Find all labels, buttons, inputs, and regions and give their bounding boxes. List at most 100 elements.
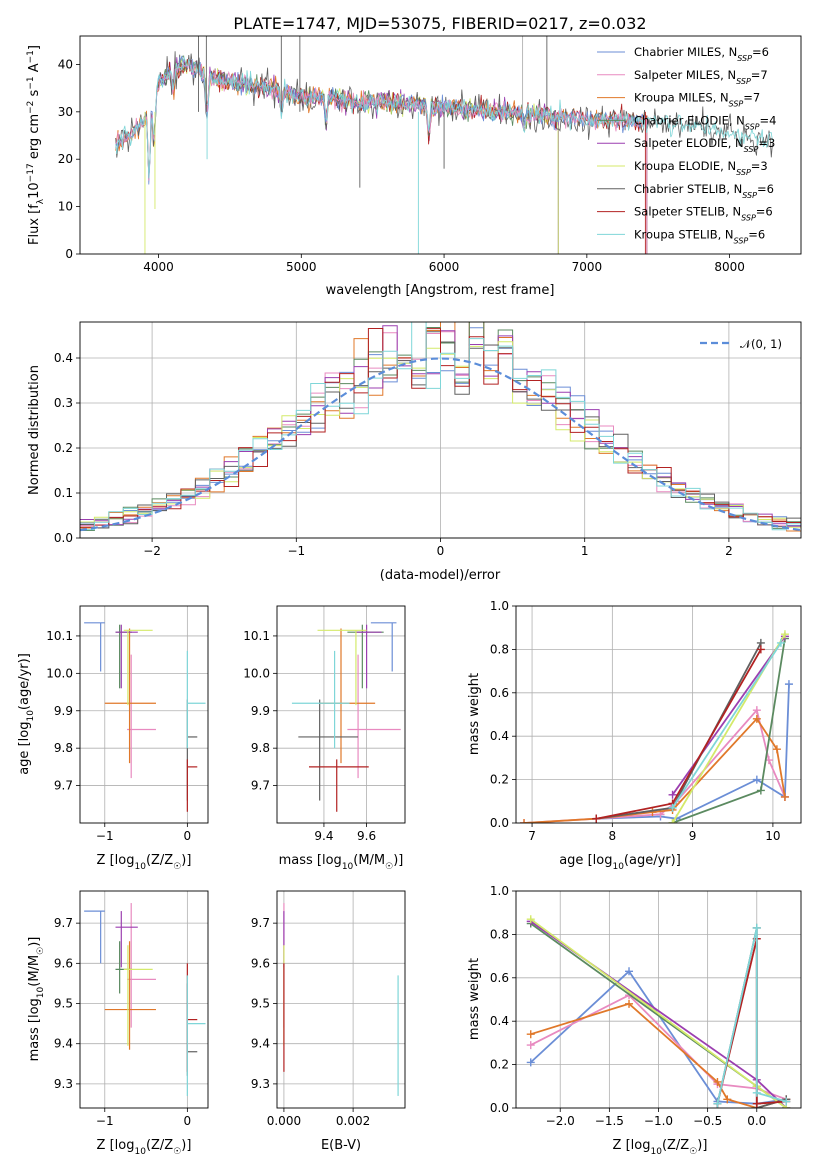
y-axis-label: mass [log10(M/M☉)] [27, 937, 46, 1062]
axes-frame [276, 605, 406, 824]
plot-area [80, 322, 801, 532]
y-tick-label: 0.6 [490, 686, 509, 700]
weight-marker [625, 999, 634, 1008]
weight-marker [723, 1095, 732, 1104]
weight-marker [526, 1058, 535, 1067]
x-axis-label: Z [log10(Z/Z☉)] [613, 1138, 708, 1157]
y-tick-label: 0.4 [490, 729, 509, 743]
x-tick-label: 0.002 [336, 1114, 370, 1128]
y-tick-label: 30 [58, 105, 73, 119]
x-tick-label: −1.5 [595, 1114, 624, 1128]
y-axis-label: age [log10(age/yr)] [17, 653, 36, 775]
x-tick-label: 0 [184, 829, 192, 843]
x-tick-label: 1 [581, 544, 589, 558]
weight-marker [668, 790, 677, 799]
y-tick-label: 1.0 [490, 599, 509, 613]
x-tick-label: 0 [437, 544, 445, 558]
y-tick-label: 9.9 [251, 704, 270, 718]
figure-title: PLATE=1747, MJD=53075, FIBERID=0217, z=0… [233, 14, 646, 33]
plot-area [283, 903, 399, 1096]
x-tick-label: 0.0 [747, 1114, 766, 1128]
x-tick-label: 2 [725, 544, 733, 558]
plot-area [526, 915, 791, 1108]
axes-frame [276, 890, 406, 1109]
y-axis-label: mass weight [467, 958, 482, 1040]
weight-marker [526, 915, 535, 924]
x-tick-label: 8000 [714, 260, 745, 274]
y-tick-label: 0 [65, 247, 73, 261]
y-tick-label: 0.0 [54, 531, 73, 545]
y-tick-label: 10 [58, 200, 73, 214]
y-tick-label: 9.7 [251, 779, 270, 793]
plot-area [520, 630, 793, 823]
x-axis-label: age [log10(age/yr)] [559, 853, 681, 872]
y-axis-label: Flux [fλ10−17 erg cm−2 s−1 A−1] [26, 45, 46, 245]
weight-marker [625, 967, 634, 976]
y-tick-label: 9.4 [54, 1037, 73, 1051]
y-tick-label: 10.1 [46, 629, 73, 643]
weight-marker [526, 1041, 535, 1050]
y-tick-label: 9.4 [251, 1037, 270, 1051]
legend-label: Chabrier STELIB, NSSP=6 [634, 182, 774, 200]
panel-mass_vs_Z: −1 0 9.3 9.4 9.5 9.6 9.7 Z [log10(Z/Z☉)] mass [l… [27, 890, 209, 1157]
weight-marker [782, 1097, 791, 1106]
panel-weight_vs_age: 7 8 9 10 0.0 0.2 0.4 0.6 0.8 1.0 age [log10(age/yr… [467, 599, 802, 872]
x-tick-label: 9.6 [357, 829, 376, 843]
legend-label: Salpeter STELIB, NSSP=6 [634, 205, 773, 223]
y-tick-label: 10.1 [243, 629, 270, 643]
weight-marker [784, 680, 793, 689]
weight-line [716, 927, 787, 1104]
legend-label: Salpeter ELODIE, NSSP=3 [634, 136, 775, 154]
x-axis-label: Z [log10(Z/Z☉)] [97, 853, 192, 872]
weight-marker [648, 808, 657, 817]
axes-frame [79, 890, 209, 1109]
weight-marker [713, 1099, 722, 1108]
weight-marker [752, 1099, 761, 1108]
x-tick-label: −1 [287, 544, 305, 558]
histogram-series [80, 328, 801, 528]
y-tick-label: 9.5 [251, 997, 270, 1011]
x-axis-label: wavelength [Angstrom, rest frame] [326, 283, 555, 298]
weight-marker [780, 630, 789, 639]
y-tick-label: 0.8 [490, 642, 509, 656]
x-tick-label: 9.4 [314, 829, 333, 843]
y-axis-label: mass weight [467, 673, 482, 755]
x-tick-label: 8 [609, 829, 617, 843]
x-tick-label: −1 [96, 829, 114, 843]
y-tick-label: 9.6 [251, 956, 270, 970]
x-tick-label: −0.5 [693, 1114, 722, 1128]
weight-marker [713, 1077, 722, 1086]
plot-area [84, 622, 206, 812]
plot-area [291, 622, 401, 812]
y-tick-label: 0.0 [490, 1101, 509, 1115]
x-axis-label: mass [log10(M/M☉)] [279, 853, 404, 872]
plot-area [84, 903, 206, 1096]
weight-line [671, 642, 782, 809]
weight-marker [752, 775, 761, 784]
weight-marker [668, 819, 677, 823]
y-tick-label: 0.4 [54, 351, 73, 365]
x-tick-label: −1.0 [644, 1114, 673, 1128]
legend-label: Salpeter MILES, NSSP=7 [634, 68, 768, 86]
weight-marker [780, 792, 789, 801]
y-tick-label: 9.3 [54, 1077, 73, 1091]
weight-marker [752, 706, 761, 715]
y-tick-label: 0.4 [490, 1014, 509, 1028]
x-tick-label: −2.0 [546, 1114, 575, 1128]
y-axis-label: Normed distribution [27, 365, 42, 495]
x-tick-label: 0 [184, 1114, 192, 1128]
y-tick-label: 9.8 [251, 741, 270, 755]
weight-line [671, 635, 786, 796]
y-tick-label: 9.8 [54, 741, 73, 755]
legend-label: Chabrier MILES, NSSP=6 [634, 45, 769, 63]
y-tick-label: 20 [58, 152, 73, 166]
y-tick-label: 9.6 [54, 956, 73, 970]
x-tick-label: 10 [765, 829, 780, 843]
plot-area [115, 36, 773, 254]
y-tick-label: 9.5 [54, 997, 73, 1011]
weight-marker [592, 814, 601, 823]
x-axis-label: (data-model)/error [380, 568, 501, 583]
weight-marker [776, 638, 785, 647]
x-tick-label: 5000 [286, 260, 317, 274]
